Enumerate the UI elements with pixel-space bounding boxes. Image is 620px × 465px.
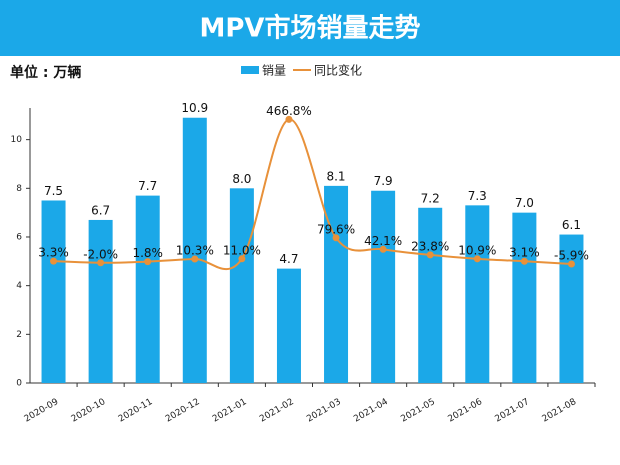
line-value-label: 466.8% xyxy=(266,104,312,118)
bar xyxy=(559,234,584,383)
x-tick-label: 2021-06 xyxy=(446,397,484,425)
line-value-label: 23.8% xyxy=(411,239,449,253)
y-tick-label: 8 xyxy=(16,184,22,194)
y-tick-label: 10 xyxy=(11,135,23,145)
bar-value-label: 7.5 xyxy=(44,184,63,198)
x-tick-label: 2021-04 xyxy=(352,397,390,425)
line-point xyxy=(520,257,528,265)
x-tick-label: 2021-02 xyxy=(258,397,296,424)
line-value-label: 3.1% xyxy=(509,246,540,260)
line-point xyxy=(332,234,340,242)
x-tick-label: 2020-11 xyxy=(117,397,155,424)
line-point xyxy=(238,255,246,263)
x-tick-label: 2020-12 xyxy=(164,397,202,424)
legend-swatch xyxy=(241,66,259,74)
bar xyxy=(229,188,254,383)
line-value-label: 42.1% xyxy=(364,234,402,248)
line-value-label: 79.6% xyxy=(317,222,355,236)
legend-label: 同比变化 xyxy=(314,63,362,78)
x-tick-label: 2021-01 xyxy=(211,397,249,424)
line-value-label: 10.3% xyxy=(176,244,214,258)
line-point xyxy=(567,260,575,268)
legend-label: 销量 xyxy=(262,64,286,78)
line-point xyxy=(285,115,293,123)
bar-value-label: 7.0 xyxy=(515,196,534,210)
x-tick-label: 2020-10 xyxy=(70,397,108,425)
line-point xyxy=(97,259,105,267)
bar-value-label: 8.0 xyxy=(232,172,251,186)
unit-label: 单位 : 万辆 xyxy=(10,64,81,81)
line-value-label: -2.0% xyxy=(83,247,118,261)
bar xyxy=(182,117,207,384)
line-value-label: 1.8% xyxy=(132,246,163,260)
x-tick-label: 2021-08 xyxy=(541,397,579,425)
line-point xyxy=(426,251,434,259)
y-tick-label: 4 xyxy=(16,281,22,291)
title-banner xyxy=(0,0,620,56)
bar xyxy=(324,185,349,383)
bar-value-label: 4.7 xyxy=(279,252,298,266)
line-point xyxy=(144,258,152,266)
x-tick-label: 2021-05 xyxy=(399,397,437,424)
x-tick-label: 2020-09 xyxy=(23,397,61,425)
bar xyxy=(465,205,490,383)
bar-value-label: 6.1 xyxy=(562,218,581,232)
bar-value-label: 7.2 xyxy=(421,191,440,205)
bar xyxy=(512,212,537,383)
bar xyxy=(418,207,443,383)
bar xyxy=(371,190,396,383)
chart-title: MPV市场销量走势 xyxy=(199,13,420,44)
line-point xyxy=(191,255,199,263)
line-value-label: 10.9% xyxy=(458,243,496,257)
bar-value-label: 10.9 xyxy=(181,101,208,115)
y-tick-label: 0 xyxy=(16,379,22,389)
line-point xyxy=(473,255,481,263)
line-value-label: 3.3% xyxy=(38,246,69,260)
bar-value-label: 7.9 xyxy=(374,174,393,188)
bar xyxy=(88,219,113,383)
line-value-label: 11.0% xyxy=(223,243,261,257)
bar-value-label: 7.3 xyxy=(468,189,487,203)
bar xyxy=(135,195,160,383)
line-point xyxy=(50,257,58,265)
y-tick-label: 2 xyxy=(16,330,22,340)
x-tick-label: 2021-07 xyxy=(494,397,532,424)
line-point xyxy=(379,245,387,253)
line-value-label: -5.9% xyxy=(554,248,589,262)
bar-value-label: 7.7 xyxy=(138,179,157,193)
bar xyxy=(41,200,66,383)
bar-value-label: 6.7 xyxy=(91,203,110,217)
bar-value-label: 8.1 xyxy=(326,169,345,183)
bar xyxy=(276,268,301,383)
x-tick-label: 2021-03 xyxy=(305,397,343,424)
y-tick-label: 6 xyxy=(16,232,22,242)
